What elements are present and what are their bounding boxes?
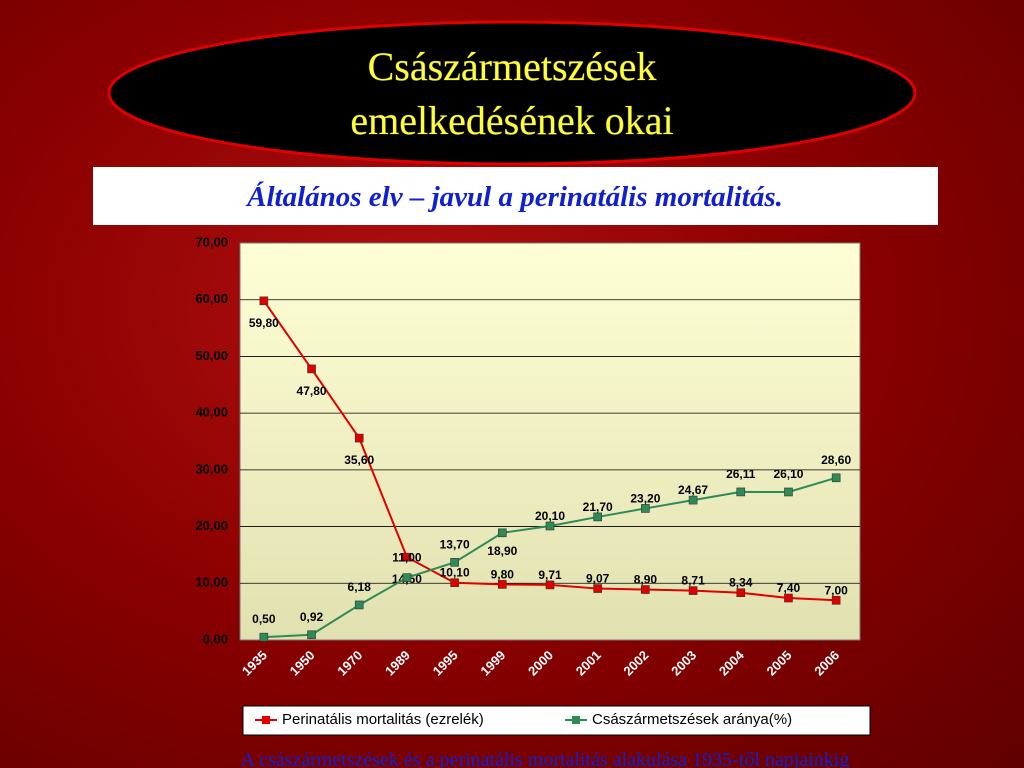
footer: A császármetszések és a perinatális mort…: [241, 749, 850, 768]
point: [354, 433, 364, 443]
value-label: 24,67: [678, 483, 708, 497]
point: [831, 595, 841, 605]
value-label: 26,10: [773, 467, 803, 481]
value-label: 35,60: [344, 453, 374, 467]
value-label: 26,11: [726, 467, 756, 481]
legend-marker: [572, 716, 580, 724]
value-label: 47,80: [297, 384, 327, 398]
point: [545, 580, 555, 590]
x-tick-label: 2006: [811, 648, 842, 679]
y-tick-label: 30,00: [195, 461, 228, 476]
point: [354, 600, 364, 610]
x-tick-label: 2004: [716, 647, 748, 679]
point: [641, 585, 650, 594]
x-tick-label: 1999: [477, 648, 508, 679]
value-label: 9,80: [491, 567, 515, 581]
y-tick-label: 50,00: [195, 348, 228, 363]
point: [736, 487, 746, 497]
legend: [242, 705, 871, 736]
title-line: emelkedésének okai: [350, 98, 673, 143]
x-tick-label: 1989: [382, 648, 413, 679]
subtitle: Általános elv – javul a perinatális mort…: [245, 180, 783, 213]
title-line: Császármetszések: [368, 44, 657, 89]
subtitle-box: [93, 167, 938, 225]
x-tick-label: 1950: [287, 648, 318, 679]
point: [498, 580, 507, 589]
y-tick-label: 40,00: [195, 405, 228, 420]
y-tick-label: 10,00: [195, 575, 228, 590]
value-label: 8,34: [729, 576, 753, 590]
point: [402, 573, 412, 582]
y-tick-label: 0,00: [203, 631, 228, 646]
point: [307, 630, 316, 640]
point: [307, 364, 316, 374]
legend-label: Perinatális mortalitás (ezrelék): [282, 711, 484, 728]
y-tick-label: 60,00: [195, 291, 228, 306]
x-tick-label: 2003: [668, 648, 699, 679]
y-tick-label: 20,00: [195, 518, 228, 533]
value-label: 6,18: [348, 580, 372, 594]
point: [402, 552, 412, 562]
point: [641, 504, 650, 513]
value-label: 8,71: [681, 574, 705, 588]
point: [784, 487, 793, 497]
point: [831, 473, 841, 483]
x-tick-label: 2001: [573, 648, 604, 679]
legend-marker: [262, 716, 270, 724]
point: [688, 495, 698, 505]
title-ellipse: [107, 20, 917, 166]
x-tick-label: 1935: [239, 648, 270, 679]
value-label: 21,70: [583, 500, 613, 514]
point: [688, 586, 698, 595]
value-label: 20,10: [535, 509, 565, 523]
value-label: 28,60: [821, 453, 851, 467]
value-label: 9,07: [586, 572, 610, 586]
point: [450, 578, 459, 588]
x-tick-label: 2005: [764, 648, 795, 679]
value-label: 59,80: [249, 316, 279, 330]
point: [545, 521, 555, 531]
point: [259, 632, 269, 642]
point: [784, 593, 793, 603]
value-label: 23,20: [630, 491, 660, 505]
x-tick-label: 2000: [525, 648, 556, 679]
point: [593, 584, 602, 593]
value-label: 11,00: [392, 551, 422, 565]
value-label: 9,71: [538, 568, 562, 582]
x-tick-label: 1970: [334, 648, 365, 679]
point: [593, 512, 602, 522]
value-label: 8,90: [634, 573, 658, 587]
point: [450, 558, 459, 567]
x-tick-label: 2002: [620, 648, 651, 679]
value-label: 13,70: [440, 537, 470, 551]
y-tick-label: 70,00: [195, 234, 228, 249]
value-label: 18,90: [487, 544, 517, 558]
value-label: 7,40: [777, 581, 801, 595]
legend-label: Császármetszések aránya(%): [592, 711, 792, 728]
value-label: 7,00: [824, 583, 848, 597]
point: [498, 528, 507, 538]
value-label: 10,10: [440, 566, 470, 580]
point: [259, 296, 269, 306]
x-tick-label: 1995: [430, 648, 461, 679]
value-label: 0,50: [252, 612, 276, 626]
plot-area: [239, 242, 861, 641]
point: [736, 588, 746, 598]
value-label: 0,92: [300, 610, 324, 624]
